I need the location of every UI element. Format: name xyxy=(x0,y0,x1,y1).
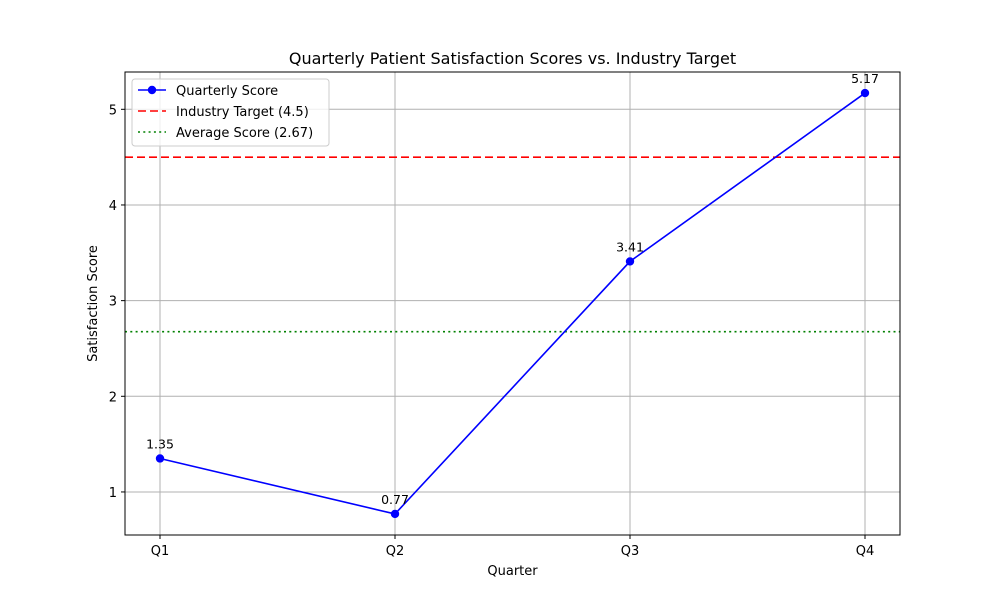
series: 1.35 0.77 3.41 5.17 xyxy=(146,71,879,519)
data-label: 0.77 xyxy=(381,492,409,507)
x-tick-label: Q4 xyxy=(856,544,875,559)
reference-lines xyxy=(125,156,900,333)
y-axis-label: Satisfaction Score xyxy=(86,245,101,362)
y-tick-label: 4 xyxy=(109,199,117,214)
x-tick-label: Q3 xyxy=(621,544,640,559)
data-point xyxy=(155,454,165,463)
data-label: 1.35 xyxy=(146,436,174,451)
y-tick-label: 2 xyxy=(109,390,117,405)
x-axis-label: Quarter xyxy=(487,564,538,579)
y-tick-label: 1 xyxy=(109,486,117,501)
y-tick-label: 3 xyxy=(109,295,117,310)
series-line xyxy=(159,92,866,515)
axis-ticks: Q1 Q2 Q3 Q4 1 2 3 4 5 xyxy=(109,103,875,559)
data-point xyxy=(390,509,400,519)
legend-label: Industry Target (4.5) xyxy=(176,105,309,120)
data-point xyxy=(625,257,635,266)
chart-title: Quarterly Patient Satisfaction Scores vs… xyxy=(289,49,736,68)
data-label: 3.41 xyxy=(616,239,644,254)
y-tick-label: 5 xyxy=(109,103,117,118)
x-tick-label: Q1 xyxy=(151,544,170,559)
legend: Quarterly Score Industry Target (4.5) Aver… xyxy=(131,78,330,147)
data-point xyxy=(860,88,870,98)
legend-label: Average Score (2.67) xyxy=(176,126,313,141)
x-tick-label: Q2 xyxy=(386,544,405,559)
legend-label: Quarterly Score xyxy=(176,84,278,99)
legend-box xyxy=(131,78,330,147)
plot-area-frame xyxy=(124,71,901,536)
data-label: 5.17 xyxy=(851,71,879,86)
legend-marker xyxy=(147,85,157,95)
